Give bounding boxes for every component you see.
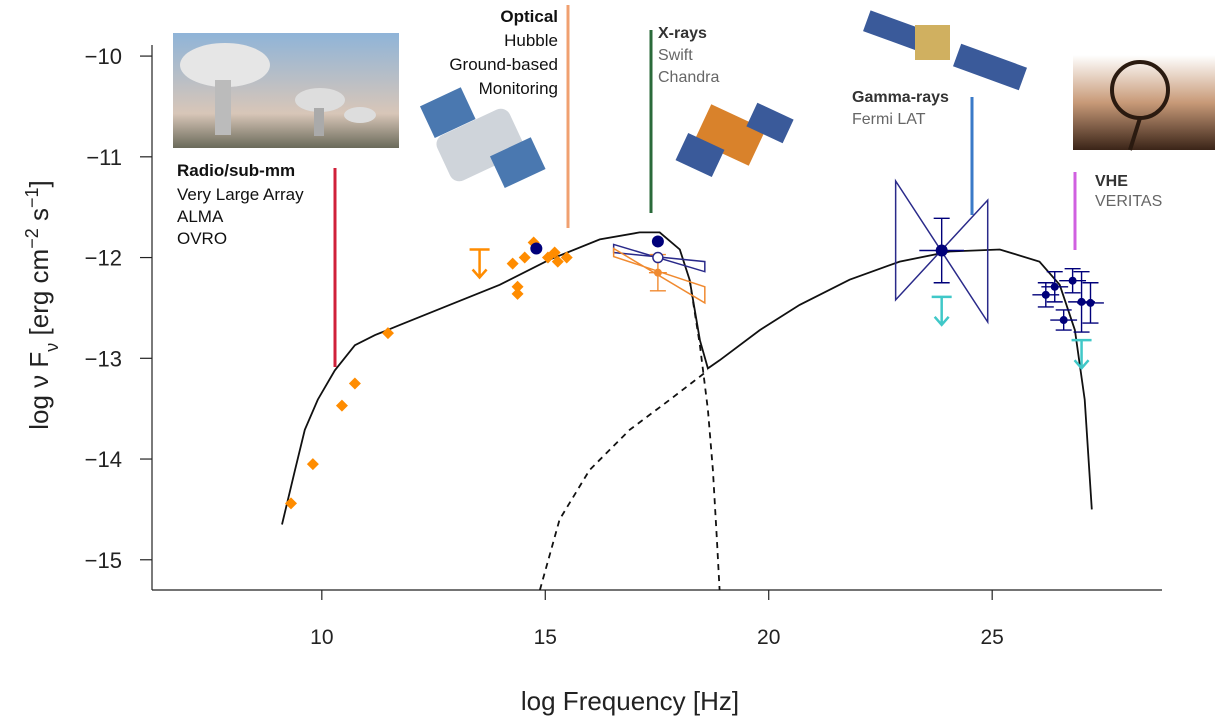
x-tick-label: 10: [310, 626, 333, 649]
circle-point: [652, 235, 664, 247]
error-point: [1069, 277, 1077, 285]
y-label-part: −2: [22, 228, 42, 249]
upper-limit: [1072, 340, 1092, 368]
diamond-point: [507, 258, 519, 270]
y-tick-label: −12: [85, 246, 122, 271]
y-tick-label: −10: [85, 44, 122, 69]
diamond-point: [349, 377, 361, 389]
error-point: [1051, 283, 1059, 291]
model-curve: [540, 370, 708, 590]
y-tick-label: −14: [85, 447, 122, 472]
error-point: [1086, 299, 1094, 307]
x-tick-label: 15: [534, 626, 557, 649]
model-curve: [690, 280, 720, 590]
diamond-point: [519, 252, 531, 264]
model-curve: [282, 232, 1092, 524]
radio-image: [173, 33, 399, 148]
y-label-part: s: [24, 208, 54, 228]
annotation: Optical: [500, 7, 558, 26]
circle-point: [530, 242, 542, 254]
annotation: X-rays: [658, 25, 707, 42]
annotation: VHE: [1095, 173, 1128, 190]
y-label-part: log ν F: [24, 352, 54, 430]
upper-limit: [470, 250, 490, 278]
y-tick-label: −13: [85, 346, 122, 371]
y-label-part: −1: [22, 187, 42, 208]
y-tick-label: −15: [85, 548, 122, 573]
diamond-point: [336, 400, 348, 412]
annotation: Ground-based: [449, 55, 558, 74]
x-tick-label: 25: [980, 626, 1003, 649]
annotation: Swift: [658, 47, 693, 64]
diamond-point: [307, 458, 319, 470]
annotation: Fermi LAT: [852, 111, 926, 128]
annotation: Chandra: [658, 69, 719, 86]
fermi-image: [863, 10, 1027, 90]
x-axis-label: log Frequency [Hz]: [521, 686, 739, 716]
error-point: [654, 269, 662, 277]
annotation: OVRO: [177, 229, 227, 248]
chandra-image: [676, 103, 794, 177]
y-label-part: [erg cm: [24, 249, 54, 343]
chart: Radio/sub-mm Very Large Array ALMA OVRO …: [0, 0, 1215, 719]
diamond-point: [512, 288, 524, 300]
error-point: [1060, 316, 1068, 324]
annotation: Gamma-rays: [852, 89, 949, 106]
open-point: [653, 253, 663, 263]
error-point: [936, 245, 948, 257]
annotation: ALMA: [177, 207, 224, 226]
annotation: Hubble: [504, 31, 558, 50]
x-tick-label: 20: [757, 626, 780, 649]
y-label-part: ]: [24, 180, 54, 187]
hubble-image: [420, 87, 546, 188]
error-point: [1078, 298, 1086, 306]
y-tick-label: −11: [86, 145, 122, 170]
annotation: Monitoring: [479, 79, 558, 98]
annotation: VERITAS: [1095, 193, 1162, 210]
annotation: Very Large Array: [177, 185, 304, 204]
y-axis-label: log ν Fν [erg cm−2 s−1]: [22, 180, 62, 429]
veritas-image: [1073, 55, 1215, 150]
y-label-part: ν: [42, 343, 62, 352]
error-point: [1042, 291, 1050, 299]
upper-limit: [932, 297, 952, 325]
annotation: Radio/sub-mm: [177, 161, 295, 180]
